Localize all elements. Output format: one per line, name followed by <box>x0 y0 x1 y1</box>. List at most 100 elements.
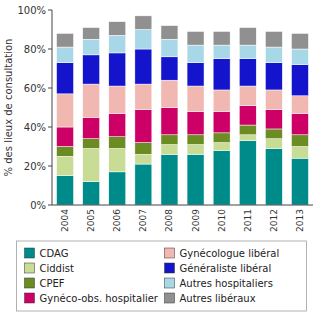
legend-label: Autres libéraux <box>180 293 256 304</box>
bar-segment <box>239 59 256 86</box>
y-axis-line <box>52 10 53 205</box>
bar-segment <box>213 59 230 90</box>
bar-segment <box>135 143 152 155</box>
bar-segment <box>161 145 178 155</box>
bar-segment <box>109 86 126 113</box>
bar-segment <box>161 26 178 40</box>
bar-segment <box>161 39 178 57</box>
bar-segment <box>291 33 308 49</box>
legend-label: Gynéco-obs. hospitalier <box>40 293 159 304</box>
bar-segment <box>239 106 256 126</box>
x-tick-label: 2005 <box>86 209 96 232</box>
bar-segment <box>265 90 282 110</box>
bar-segment <box>291 96 308 114</box>
legend-swatch <box>25 293 35 303</box>
bar-segment <box>135 164 152 205</box>
y-tick <box>48 10 52 11</box>
bar-segment <box>239 135 256 141</box>
bar-segment <box>57 127 74 147</box>
bar-segment <box>57 33 74 47</box>
bar-segment <box>187 45 204 63</box>
bar-segment <box>83 28 100 40</box>
legend-swatch <box>25 248 35 258</box>
bar-segment <box>109 113 126 136</box>
bar-segment <box>83 84 100 117</box>
legend-label: CPEF <box>40 278 65 289</box>
legend-swatch <box>25 278 35 288</box>
y-tick-label: 20% <box>24 161 46 172</box>
y-tick <box>48 205 52 206</box>
legend-label: CDAG <box>40 248 69 259</box>
x-tick-label: 2010 <box>217 209 227 232</box>
bar-segment <box>265 63 282 90</box>
legend-swatch <box>165 293 175 303</box>
bar-segment <box>291 147 308 159</box>
legend: CDAGCiddistCPEFGynéco-obs. hospitalierGy… <box>17 241 307 311</box>
bar-segment <box>109 53 126 86</box>
bar-segment <box>109 22 126 36</box>
bar-segment <box>135 84 152 109</box>
legend-swatch <box>165 263 175 273</box>
legend-frame <box>17 241 307 311</box>
bar-segment <box>187 63 204 86</box>
y-axis: 0%20%40%60%80%100% <box>17 5 52 211</box>
y-tick <box>48 127 52 128</box>
legend-swatch <box>165 278 175 288</box>
x-tick-label: 2004 <box>60 209 70 232</box>
bar-segment <box>109 148 126 171</box>
bar-segment <box>291 49 308 65</box>
bar-segment <box>83 148 100 181</box>
bar-segment <box>187 135 204 145</box>
y-tick <box>48 49 52 50</box>
legend-swatch <box>165 248 175 258</box>
bar-segment <box>239 45 256 59</box>
bar-segment <box>213 31 230 45</box>
bar-segment <box>161 57 178 80</box>
bar-segment <box>135 49 152 84</box>
bar-segment <box>265 129 282 139</box>
bar-segment <box>57 156 74 176</box>
y-axis-label: % des lieux de consultation <box>3 39 14 177</box>
bar-segment <box>213 111 230 132</box>
legend-swatch <box>25 263 35 273</box>
bar-segment <box>291 113 308 134</box>
legend-label: Gynécologue libéral <box>180 248 280 259</box>
bars <box>57 16 309 205</box>
bar-segment <box>135 109 152 142</box>
x-tick-label: 2013 <box>295 209 305 232</box>
bar-segment <box>57 147 74 157</box>
x-axis: 2004200520062007200820092010201120122013 <box>60 209 305 232</box>
bar-segment <box>135 154 152 164</box>
bar-segment <box>83 182 100 205</box>
bar-segment <box>265 139 282 149</box>
bar-segment <box>109 172 126 205</box>
x-tick-label: 2007 <box>138 209 148 232</box>
bar-segment <box>265 109 282 129</box>
bar-segment <box>161 108 178 135</box>
y-tick-label: 0% <box>30 200 46 211</box>
bar-segment <box>57 176 74 205</box>
bar-segment <box>161 80 178 107</box>
bar-segment <box>83 117 100 138</box>
bar-segment <box>213 150 230 205</box>
bar-segment <box>265 31 282 47</box>
legend-label: Autres hospitaliers <box>180 278 273 289</box>
bar-segment <box>57 94 74 127</box>
bar-segment <box>213 90 230 111</box>
bar-segment <box>265 148 282 205</box>
bar-segment <box>161 135 178 145</box>
bar-segment <box>57 63 74 94</box>
bar-segment <box>239 125 256 135</box>
y-tick-label: 60% <box>24 83 46 94</box>
bar-segment <box>187 154 204 205</box>
bar-segment <box>291 135 308 147</box>
bar-segment <box>239 86 256 106</box>
bar-segment <box>135 30 152 50</box>
bar-segment <box>83 139 100 149</box>
bar-segment <box>109 35 126 53</box>
bar-segment <box>213 45 230 59</box>
bar-segment <box>239 28 256 46</box>
bar-segment <box>135 16 152 30</box>
y-tick-label: 80% <box>24 44 46 55</box>
bar-segment <box>291 65 308 96</box>
